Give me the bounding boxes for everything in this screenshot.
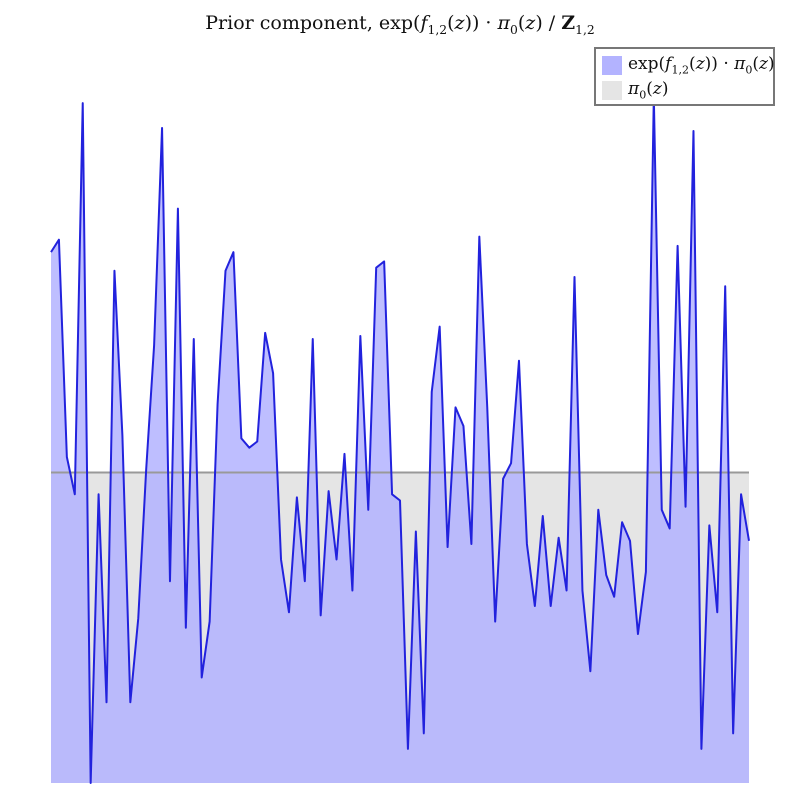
legend-swatch-baseline bbox=[602, 80, 622, 100]
legend: exp(f1,2(z)) · π0(z) π0(z) bbox=[594, 47, 775, 106]
legend-swatch-series bbox=[602, 55, 622, 75]
legend-item-baseline: π0(z) bbox=[602, 78, 668, 102]
legend-label-baseline: π0(z) bbox=[628, 78, 669, 102]
series-area bbox=[51, 96, 749, 783]
series-line bbox=[50, 95, 750, 784]
legend-item-series: exp(f1,2(z)) · π0(z) bbox=[602, 53, 775, 77]
plot-area bbox=[50, 95, 750, 784]
chart-title-text: Prior component, exp(f1,2(z)) · π0(z) / … bbox=[205, 12, 595, 37]
legend-label-series: exp(f1,2(z)) · π0(z) bbox=[628, 53, 775, 77]
chart-title: Prior component, exp(f1,2(z)) · π0(z) / … bbox=[0, 12, 800, 37]
